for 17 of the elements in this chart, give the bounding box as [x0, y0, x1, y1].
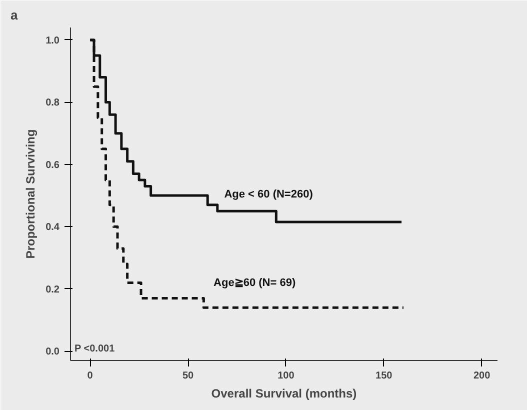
x-tick-label: 100: [278, 370, 295, 382]
x-tick-label: 200: [473, 370, 491, 382]
y-tick-label: 0.2: [46, 284, 60, 296]
y-axis-title: Proportional Surviving: [24, 129, 38, 259]
annotation: P <0.001: [74, 344, 116, 354]
x-tick-label: 50: [182, 370, 194, 382]
x-tick-label: 0: [87, 370, 94, 382]
series-label: Age≧60 (N= 69): [214, 276, 296, 289]
x-axis-title: Overall Survival (months): [211, 386, 357, 400]
y-tick-label: 1.0: [46, 35, 60, 46]
y-tick-label: 0.8: [46, 98, 60, 109]
y-tick-label: 0.6: [46, 160, 60, 171]
y-tick-label: 0.0: [46, 346, 60, 358]
x-tick-label: 150: [376, 370, 393, 382]
series-label: Age < 60 (N=260): [224, 188, 314, 201]
y-tick-label: 0.4: [46, 222, 60, 234]
text: a: [10, 8, 18, 22]
